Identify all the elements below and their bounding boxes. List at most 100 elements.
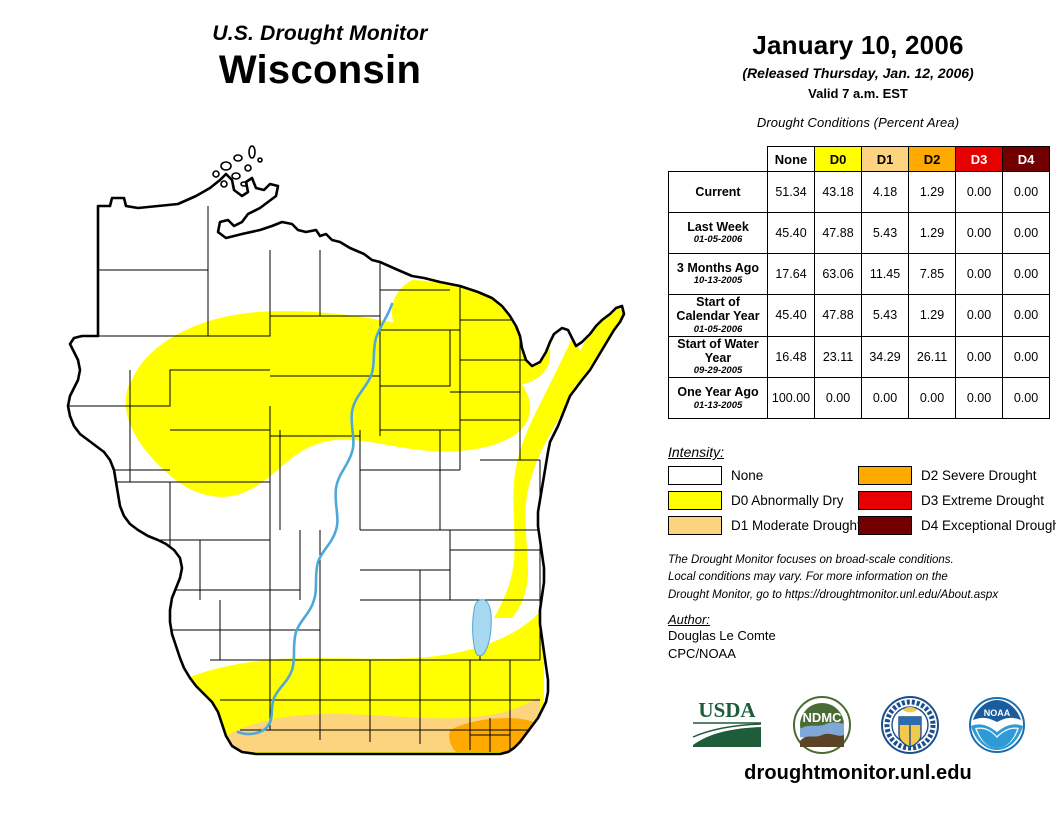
column-header-d3: D3 xyxy=(955,146,1003,172)
swatch-d0-icon xyxy=(668,491,722,510)
cell-d3: 0.00 xyxy=(955,171,1003,213)
cell-none: 16.48 xyxy=(767,335,815,379)
cell-d2: 1.29 xyxy=(908,171,956,213)
county-boundaries xyxy=(68,206,541,752)
legend-label-none: None xyxy=(731,468,764,483)
legend-item-d1: D1 Moderate Drought xyxy=(668,516,861,535)
cell-d0: 47.88 xyxy=(814,294,862,337)
column-header-d0: D0 xyxy=(814,146,862,172)
legend-item-d0: D0 Abnormally Dry xyxy=(668,491,858,510)
table-row: Current 51.34 43.18 4.18 1.29 0.00 0.00 xyxy=(668,171,1050,213)
drought-overlay-layer xyxy=(125,280,624,754)
column-header-d4: D4 xyxy=(1002,146,1050,172)
table-header-row: None D0 D1 D2 D3 D4 xyxy=(669,146,1050,172)
drought-conditions-table: None D0 D1 D2 D3 D4 Current 51.34 43.18 … xyxy=(668,146,1050,420)
lake-winnebago xyxy=(472,599,492,657)
disclaimer-line-3[interactable]: Drought Monitor, go to https://droughtmo… xyxy=(668,588,999,601)
row-label-date: 09-29-2005 xyxy=(693,365,743,377)
cell-d3: 0.00 xyxy=(955,294,1003,337)
author-title: Author: xyxy=(668,612,710,627)
row-label-text: Start of Water Year xyxy=(677,336,759,366)
row-label-date: 10-13-2005 xyxy=(693,275,743,287)
cell-none: 45.40 xyxy=(767,294,815,337)
cell-d2: 1.29 xyxy=(908,294,956,337)
author-name: Douglas Le Comte xyxy=(668,628,776,643)
row-label-text: 3 Months Ago xyxy=(676,260,760,275)
row-label-text: Start of Calendar Year xyxy=(676,295,760,324)
legend-item-d4: D4 Exceptional Drought xyxy=(858,516,1056,535)
table-caption: Drought Conditions (Percent Area) xyxy=(756,115,960,130)
report-date: January 10, 2006 xyxy=(752,30,964,60)
cell-d4: 0.00 xyxy=(1002,212,1050,254)
valid-time: Valid 7 a.m. EST xyxy=(808,86,908,101)
map-panel: U.S. Drought Monitor Wisconsin xyxy=(20,22,660,800)
d0-region-lakeshore xyxy=(494,338,582,618)
cell-d2: 1.29 xyxy=(908,212,956,254)
cell-d0: 63.06 xyxy=(814,253,862,295)
table-row: 3 Months Ago 10-13-2005 17.64 63.06 11.4… xyxy=(668,253,1050,295)
legend-label-d4: D4 Exceptional Drought xyxy=(921,518,1056,533)
column-header-d2: D2 xyxy=(908,146,956,172)
noaa-logo-text: NOAA xyxy=(984,708,1011,718)
cell-d1: 34.29 xyxy=(861,335,909,379)
table-row: Start of Water Year 09-29-2005 16.48 23.… xyxy=(668,335,1050,379)
legend-label-d1: D1 Moderate Drought xyxy=(731,518,861,533)
table-row: One Year Ago 01-13-2005 100.00 0.00 0.00… xyxy=(668,377,1050,420)
cell-d0: 23.11 xyxy=(814,335,862,379)
wisconsin-river xyxy=(236,302,394,736)
intensity-legend: Intensity: None D2 Severe Drought D0 Abn… xyxy=(668,444,1056,535)
row-label-date: 01-05-2006 xyxy=(693,234,743,246)
cell-d3: 0.00 xyxy=(955,253,1003,295)
map-supertitle: U.S. Drought Monitor xyxy=(212,22,428,45)
row-label-text: Last Week xyxy=(687,219,749,234)
legend-title: Intensity: xyxy=(668,444,725,460)
swatch-none-icon xyxy=(668,466,722,485)
cell-d0: 47.88 xyxy=(814,212,862,254)
row-label-last-week: Last Week 01-05-2006 xyxy=(668,212,768,254)
wisconsin-drought-map[interactable] xyxy=(20,130,660,800)
cell-d2: 7.85 xyxy=(908,253,956,295)
row-label-start-of-calendar-year: Start of Calendar Year 01-05-2006 xyxy=(668,294,768,337)
row-label-start-of-water-year: Start of Water Year 09-29-2005 xyxy=(668,335,768,379)
row-label-one-year-ago: One Year Ago 01-13-2005 xyxy=(668,377,768,420)
cell-d1: 11.45 xyxy=(861,253,909,295)
disclaimer-line-2: Local conditions may vary. For more info… xyxy=(668,571,948,584)
row-label-text: One Year Ago xyxy=(677,385,759,400)
legend-item-d2: D2 Severe Drought xyxy=(858,466,1054,485)
legend-label-d2: D2 Severe Drought xyxy=(921,468,1037,483)
site-url[interactable]: droughtmonitor.unl.edu xyxy=(744,762,972,784)
date-block: January 10, 2006 (Released Thursday, Jan… xyxy=(660,0,1056,101)
cell-d4: 0.00 xyxy=(1002,171,1050,213)
legend-item-d3: D3 Extreme Drought xyxy=(858,491,1054,510)
usda-seal-logo xyxy=(881,696,939,754)
legend-item-none: None xyxy=(668,466,858,485)
swatch-d2-icon xyxy=(858,466,912,485)
d0-region-door-tip xyxy=(568,306,624,386)
cell-d1: 4.18 xyxy=(861,171,909,213)
data-panel: January 10, 2006 (Released Thursday, Jan… xyxy=(660,0,1056,816)
table-row: Start of Calendar Year 01-05-2006 45.40 … xyxy=(668,294,1050,337)
cell-d1: 5.43 xyxy=(861,212,909,254)
cell-d0: 43.18 xyxy=(814,171,862,213)
author-block: Author: Douglas Le Comte CPC/NOAA xyxy=(668,612,968,662)
legend-label-d0: D0 Abnormally Dry xyxy=(731,493,844,508)
cell-none: 100.00 xyxy=(767,377,815,420)
release-date: (Released Thursday, Jan. 12, 2006) xyxy=(742,65,974,81)
swatch-d1-icon xyxy=(668,516,722,535)
d0-region-south xyxy=(184,606,545,754)
row-label-text: Current xyxy=(695,184,741,199)
disclaimer-line-1: The Drought Monitor focuses on broad-sca… xyxy=(668,554,954,566)
map-state-name: Wisconsin xyxy=(218,48,422,92)
cell-d2: 0.00 xyxy=(908,377,956,420)
author-org: CPC/NOAA xyxy=(668,645,736,661)
cell-d4: 0.00 xyxy=(1002,294,1050,337)
usda-logo-text: USDA xyxy=(698,698,756,722)
logo-row: USDA NDMC xyxy=(660,690,1056,760)
column-header-none: None xyxy=(767,146,815,172)
cell-d4: 0.00 xyxy=(1002,335,1050,379)
ndmc-logo: NDMC xyxy=(793,696,851,754)
swatch-d3-icon xyxy=(858,491,912,510)
row-label-date: 01-05-2006 xyxy=(693,323,743,335)
cell-d3: 0.00 xyxy=(955,335,1003,379)
cell-d1: 5.43 xyxy=(861,294,909,337)
